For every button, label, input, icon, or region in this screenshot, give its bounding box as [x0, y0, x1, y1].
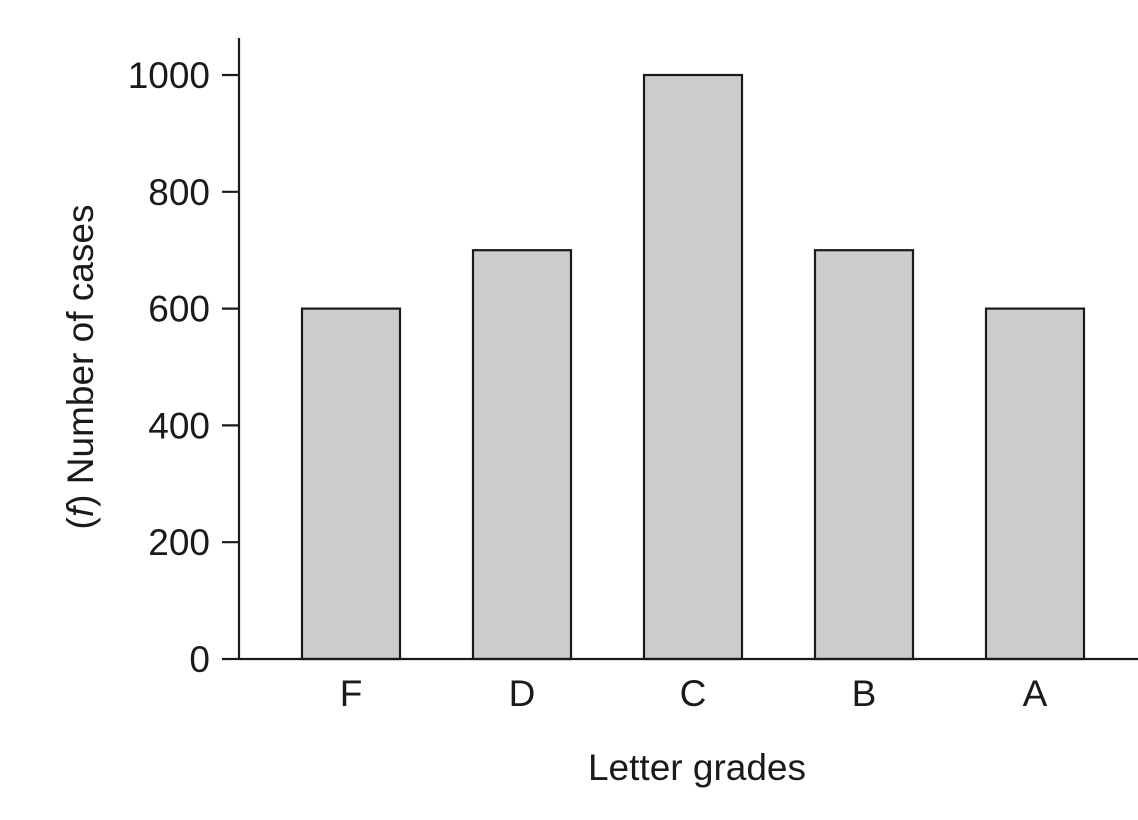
- y-axis-title-open: (: [60, 516, 101, 529]
- bar-c: [642, 73, 744, 661]
- axes-layer: [237, 38, 1138, 661]
- y-axis-title-text: Number of cases: [60, 205, 101, 495]
- x-axis-title: Letter grades: [588, 747, 806, 788]
- x-tick-label-d: D: [509, 673, 536, 714]
- y-tick-label-400: 400: [148, 405, 210, 446]
- y-axis-title-close: ): [60, 495, 101, 507]
- bars-layer: [300, 73, 1086, 661]
- y-tick-label-800: 800: [148, 172, 210, 213]
- bar-d: [471, 249, 573, 661]
- x-tick-label-c: C: [680, 673, 707, 714]
- y-ticks-layer: 0 200 400 600 800 1000: [128, 55, 239, 680]
- y-tick-label-600: 600: [148, 289, 210, 330]
- bar-a: [984, 307, 1086, 661]
- x-tick-label-b: B: [852, 673, 877, 714]
- y-tick-label-0: 0: [189, 639, 210, 680]
- x-tick-label-f: F: [340, 673, 363, 714]
- y-tick-label-200: 200: [148, 522, 210, 563]
- bar-b: [813, 249, 915, 661]
- bar-f: [300, 307, 402, 661]
- y-axis-title: (f) Number of cases: [60, 205, 101, 530]
- y-tick-label-1000: 1000: [128, 55, 210, 96]
- x-tick-label-a: A: [1023, 673, 1048, 714]
